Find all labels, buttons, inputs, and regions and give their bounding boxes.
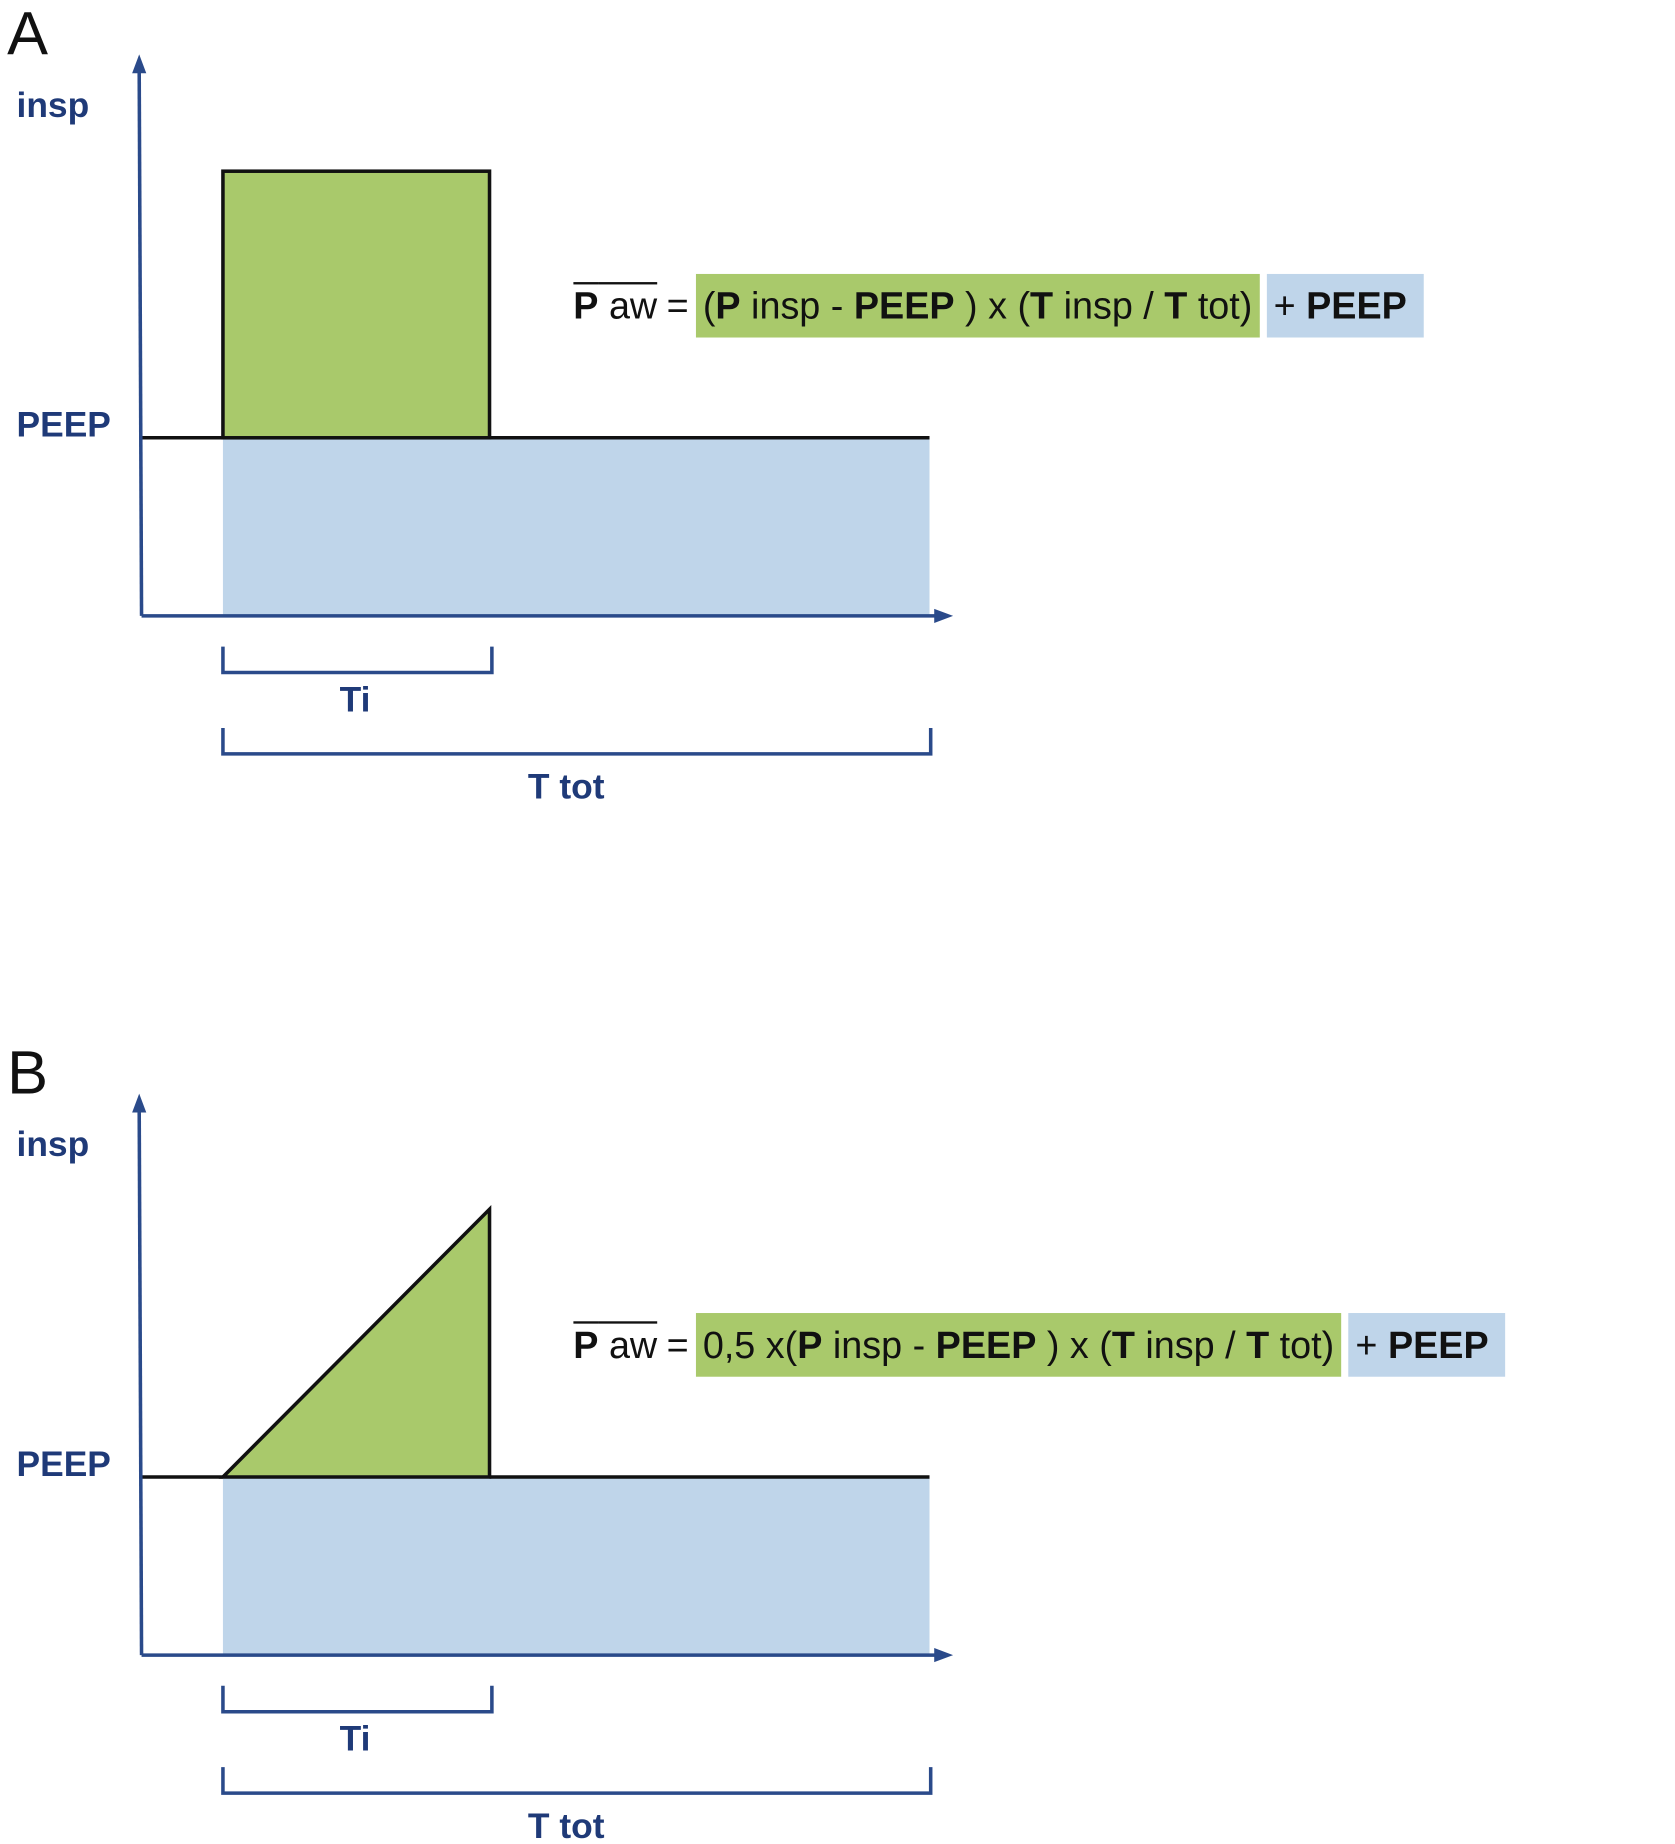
formula-main: 0,5 x(P insp - PEEP ) x (T insp / T tot) <box>695 1313 1342 1377</box>
formula-tail: + PEEP <box>1266 273 1424 338</box>
formula-tail: + PEEP <box>1348 1313 1506 1377</box>
inspiratory-area <box>221 169 492 440</box>
inspiratory-area <box>218 1204 492 1479</box>
formula: P aw = (P insp - PEEP ) x (T insp / T tot)… <box>573 273 1675 338</box>
panel-letter: A <box>7 0 48 67</box>
panel: A P insp PEEP Ti T tot P aw=(P insp - PEEP ) … <box>7 0 1675 807</box>
ttot-bracket <box>221 727 933 756</box>
ti-bracket <box>221 646 494 675</box>
arrowhead <box>132 54 147 74</box>
ttot-bracket <box>221 1767 933 1795</box>
formula-equals: = <box>666 284 689 327</box>
peep-label: PEEP <box>17 406 111 445</box>
y-axis-label: P insp <box>17 1125 90 1164</box>
peep-area <box>222 1476 930 1656</box>
panel: B P insp PEEP Ti T tot P aw=0,5 x(P insp - PE… <box>7 1038 1675 1844</box>
formula: P aw = 0,5 x(P insp - PEEP ) x (T insp / T… <box>573 1313 1675 1377</box>
formula-main: (P insp - PEEP ) x (T insp / T tot) <box>695 273 1260 338</box>
ttot-label: T tot <box>528 768 605 807</box>
panel-letter: B <box>7 1038 48 1107</box>
peep-area <box>222 437 930 616</box>
ti-bracket <box>221 1685 494 1714</box>
y-axis-label: P insp <box>17 86 90 125</box>
y-axis <box>137 1107 144 1656</box>
arrowhead <box>934 608 954 623</box>
y-axis <box>137 68 144 616</box>
ti-label: Ti <box>340 1720 371 1759</box>
formula-lhs: P aw <box>573 284 658 327</box>
arrowhead <box>132 1093 147 1113</box>
arrowhead <box>934 1648 954 1663</box>
peep-label: PEEP <box>17 1445 111 1484</box>
formula-box: P aw = (P insp - PEEP ) x (T insp / T tot)… <box>573 273 1675 338</box>
formula-box: P aw = 0,5 x(P insp - PEEP ) x (T insp / T… <box>573 1313 1675 1377</box>
formula-equals: = <box>666 1323 689 1367</box>
ttot-label: T tot <box>528 1807 605 1844</box>
formula-lhs: P aw <box>573 1323 658 1367</box>
ti-label: Ti <box>340 680 371 719</box>
